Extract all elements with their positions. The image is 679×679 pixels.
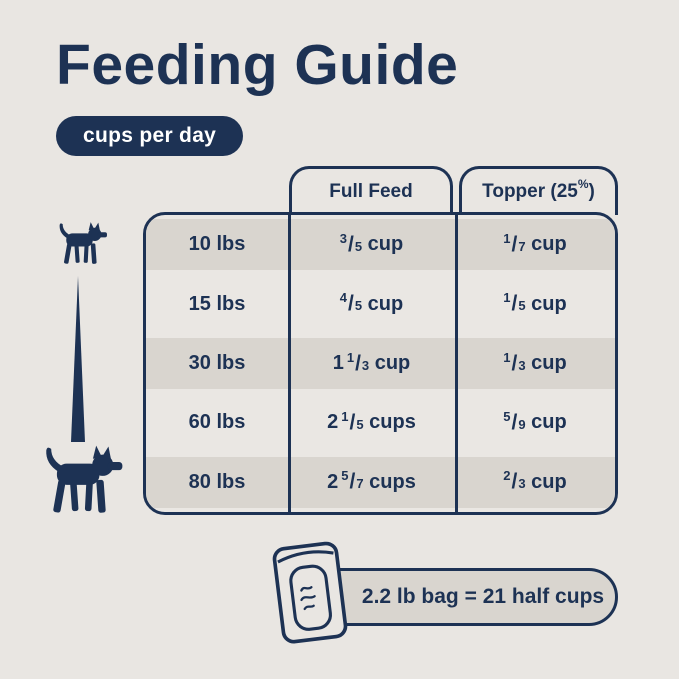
topper-cell: 1/3 cup xyxy=(503,349,567,375)
full-feed-cell: 4/5 cup xyxy=(339,290,404,316)
dog-food-bag-icon xyxy=(272,541,348,644)
bag-note-text: 2.2 lb bag = 21 half cups xyxy=(361,585,605,608)
table-row: 30 lbs 1 1/3 cup 1/3 cup xyxy=(146,334,615,393)
topper-cell: 1/7 cup xyxy=(503,230,567,256)
table-row: 15 lbs 4/5 cup 1/5 cup xyxy=(146,274,615,333)
size-gradient-triangle-icon xyxy=(71,276,85,442)
bag-note-pill: 2.2 lb bag = 21 half cups xyxy=(300,568,618,626)
full-feed-cell: 3/5 cup xyxy=(339,230,404,256)
table-row: 60 lbs 2 1/5 cups 5/9 cup xyxy=(146,393,615,452)
full-feed-cell: 2 5/7 cups xyxy=(327,468,416,494)
feeding-table: 10 lbs 3/5 cup 1/7 cup 15 lbs 4/5 cup 1/5 cup… xyxy=(143,212,618,515)
cups-per-day-badge: cups per day xyxy=(56,116,244,156)
column-header-topper: Topper (25%) xyxy=(459,166,618,215)
column-header-label: Topper (25%) xyxy=(482,176,595,202)
badge-label: cups per day xyxy=(83,124,217,147)
full-feed-cell: 2 1/5 cups xyxy=(327,408,416,434)
weight-cell: 10 lbs xyxy=(188,233,246,256)
topper-cell: 2/3 cup xyxy=(503,468,567,494)
page-title: Feeding Guide xyxy=(56,33,459,97)
weight-cell: 30 lbs xyxy=(188,352,246,375)
feeding-table-rows: 10 lbs 3/5 cup 1/7 cup 15 lbs 4/5 cup 1/5 cup… xyxy=(146,215,615,512)
weight-cell: 80 lbs xyxy=(188,470,246,493)
column-divider xyxy=(288,215,291,512)
weight-cell: 15 lbs xyxy=(188,292,246,315)
table-row: 80 lbs 2 5/7 cups 2/3 cup xyxy=(146,453,615,512)
full-feed-cell: 1 1/3 cup xyxy=(332,349,411,375)
table-row: 10 lbs 3/5 cup 1/7 cup xyxy=(146,215,615,274)
column-header-full-feed: Full Feed xyxy=(289,166,453,215)
column-divider xyxy=(455,215,458,512)
topper-cell: 1/5 cup xyxy=(503,290,567,316)
column-header-label: Full Feed xyxy=(329,181,413,202)
weight-cell: 60 lbs xyxy=(188,411,246,434)
large-dog-icon xyxy=(46,445,123,513)
small-dog-icon xyxy=(59,222,107,264)
topper-cell: 5/9 cup xyxy=(503,408,567,434)
